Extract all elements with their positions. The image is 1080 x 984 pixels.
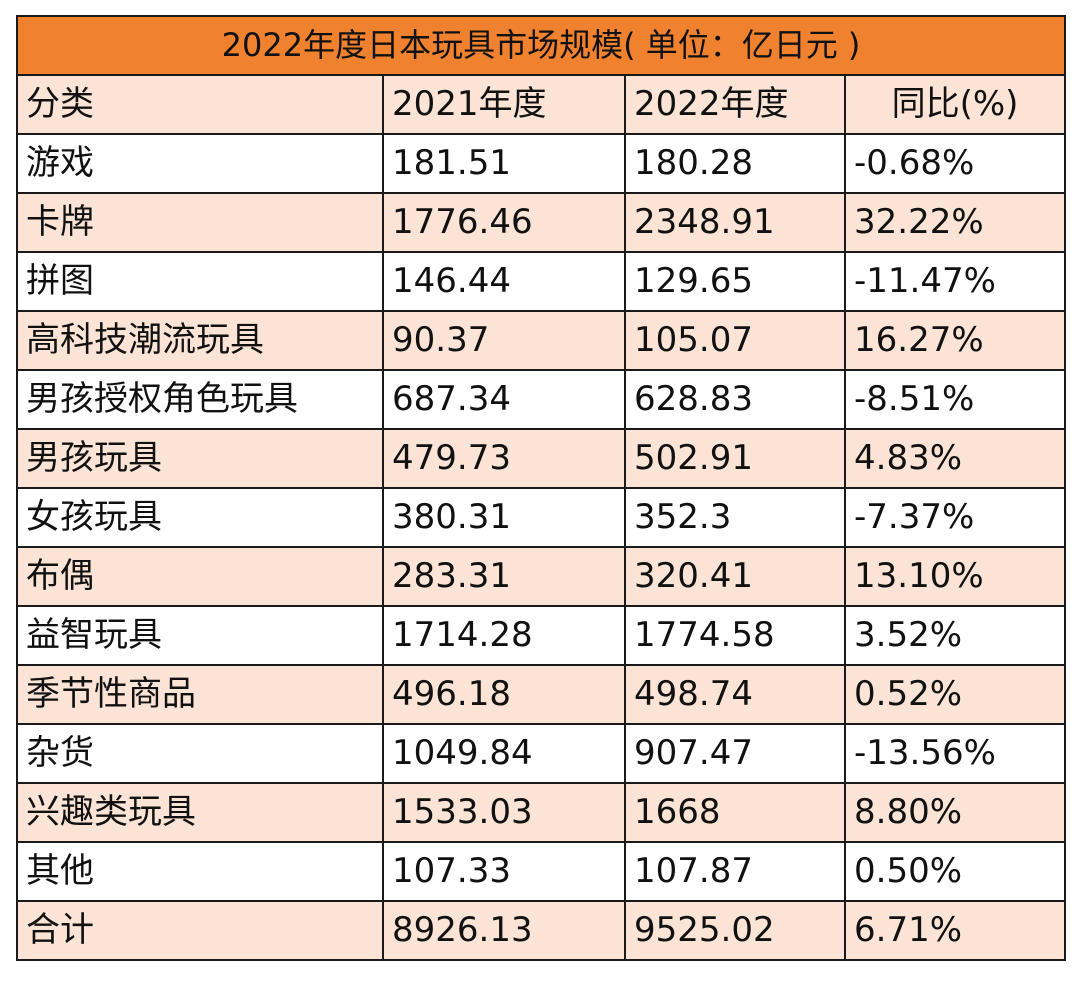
cell-category: 拼图 — [16, 251, 384, 312]
cell-yoy: -7.37% — [843, 487, 1067, 548]
header-row: 分类 2021年度 2022年度 同比(%) — [16, 74, 1067, 135]
table-row: 季节性商品 496.18 498.74 0.52% — [16, 664, 1067, 725]
table-row: 女孩玩具 380.31 352.3 -7.37% — [16, 487, 1067, 548]
market-size-table: 2022年度日本玩具市场规模( 单位：亿日元 ) 分类 2021年度 2022年… — [15, 15, 1067, 961]
cell-2021: 1776.46 — [382, 192, 626, 253]
cell-2021: 479.73 — [382, 428, 626, 489]
cell-2022: 107.87 — [624, 841, 846, 902]
cell-2021: 283.31 — [382, 546, 626, 607]
table-row: 男孩授权角色玩具 687.34 628.83 -8.51% — [16, 369, 1067, 430]
header-2021: 2021年度 — [382, 74, 626, 135]
cell-2022: 1774.58 — [624, 605, 846, 666]
table-row: 杂货 1049.84 907.47 -13.56% — [16, 723, 1067, 784]
cell-yoy: 32.22% — [843, 192, 1067, 253]
cell-2021: 1533.03 — [382, 782, 626, 843]
cell-yoy: 16.27% — [843, 310, 1067, 371]
cell-2021: 107.33 — [382, 841, 626, 902]
cell-category: 布偶 — [16, 546, 384, 607]
cell-category: 杂货 — [16, 723, 384, 784]
cell-2022: 105.07 — [624, 310, 846, 371]
table-row: 其他 107.33 107.87 0.50% — [16, 841, 1067, 902]
cell-category: 女孩玩具 — [16, 487, 384, 548]
cell-category: 合计 — [16, 900, 384, 961]
cell-yoy: 13.10% — [843, 546, 1067, 607]
cell-yoy: 6.71% — [843, 900, 1067, 961]
cell-yoy: -13.56% — [843, 723, 1067, 784]
cell-2022: 180.28 — [624, 133, 846, 194]
cell-category: 男孩授权角色玩具 — [16, 369, 384, 430]
table-row: 卡牌 1776.46 2348.91 32.22% — [16, 192, 1067, 253]
cell-yoy: 4.83% — [843, 428, 1067, 489]
cell-category: 男孩玩具 — [16, 428, 384, 489]
title-row: 2022年度日本玩具市场规模( 单位：亿日元 ) — [15, 15, 1067, 76]
cell-2021: 8926.13 — [382, 900, 626, 961]
cell-category: 季节性商品 — [16, 664, 384, 725]
cell-category: 益智玩具 — [16, 605, 384, 666]
cell-2022: 907.47 — [624, 723, 846, 784]
table-row: 游戏 181.51 180.28 -0.68% — [16, 133, 1067, 194]
header-2022: 2022年度 — [624, 74, 846, 135]
cell-2021: 1049.84 — [382, 723, 626, 784]
table-row: 合计 8926.13 9525.02 6.71% — [16, 900, 1067, 961]
table-row: 男孩玩具 479.73 502.91 4.83% — [16, 428, 1067, 489]
cell-yoy: 8.80% — [843, 782, 1067, 843]
cell-category: 游戏 — [16, 133, 384, 194]
cell-2021: 380.31 — [382, 487, 626, 548]
cell-category: 其他 — [16, 841, 384, 902]
table-row: 兴趣类玩具 1533.03 1668 8.80% — [16, 782, 1067, 843]
cell-2022: 129.65 — [624, 251, 846, 312]
cell-yoy: -11.47% — [843, 251, 1067, 312]
cell-2022: 498.74 — [624, 664, 846, 725]
cell-yoy: -0.68% — [843, 133, 1067, 194]
cell-2022: 9525.02 — [624, 900, 846, 961]
cell-2022: 1668 — [624, 782, 846, 843]
cell-2021: 687.34 — [382, 369, 626, 430]
cell-2022: 2348.91 — [624, 192, 846, 253]
cell-2022: 502.91 — [624, 428, 846, 489]
table-row: 高科技潮流玩具 90.37 105.07 16.27% — [16, 310, 1067, 371]
cell-yoy: -8.51% — [843, 369, 1067, 430]
header-category: 分类 — [16, 74, 384, 135]
table-row: 拼图 146.44 129.65 -11.47% — [16, 251, 1067, 312]
table-title: 2022年度日本玩具市场规模( 单位：亿日元 ) — [15, 15, 1067, 76]
cell-yoy: 0.50% — [843, 841, 1067, 902]
cell-2021: 1714.28 — [382, 605, 626, 666]
table-body: 2022年度日本玩具市场规模( 单位：亿日元 ) 分类 2021年度 2022年… — [15, 15, 1067, 961]
cell-yoy: 0.52% — [843, 664, 1067, 725]
table-row: 布偶 283.31 320.41 13.10% — [16, 546, 1067, 607]
cell-2021: 90.37 — [382, 310, 626, 371]
header-yoy: 同比(%) — [843, 74, 1067, 135]
table-row: 益智玩具 1714.28 1774.58 3.52% — [16, 605, 1067, 666]
cell-2021: 181.51 — [382, 133, 626, 194]
cell-category: 卡牌 — [16, 192, 384, 253]
cell-2021: 146.44 — [382, 251, 626, 312]
cell-2022: 352.3 — [624, 487, 846, 548]
cell-2022: 628.83 — [624, 369, 846, 430]
cell-yoy: 3.52% — [843, 605, 1067, 666]
cell-category: 兴趣类玩具 — [16, 782, 384, 843]
cell-2021: 496.18 — [382, 664, 626, 725]
cell-2022: 320.41 — [624, 546, 846, 607]
cell-category: 高科技潮流玩具 — [16, 310, 384, 371]
